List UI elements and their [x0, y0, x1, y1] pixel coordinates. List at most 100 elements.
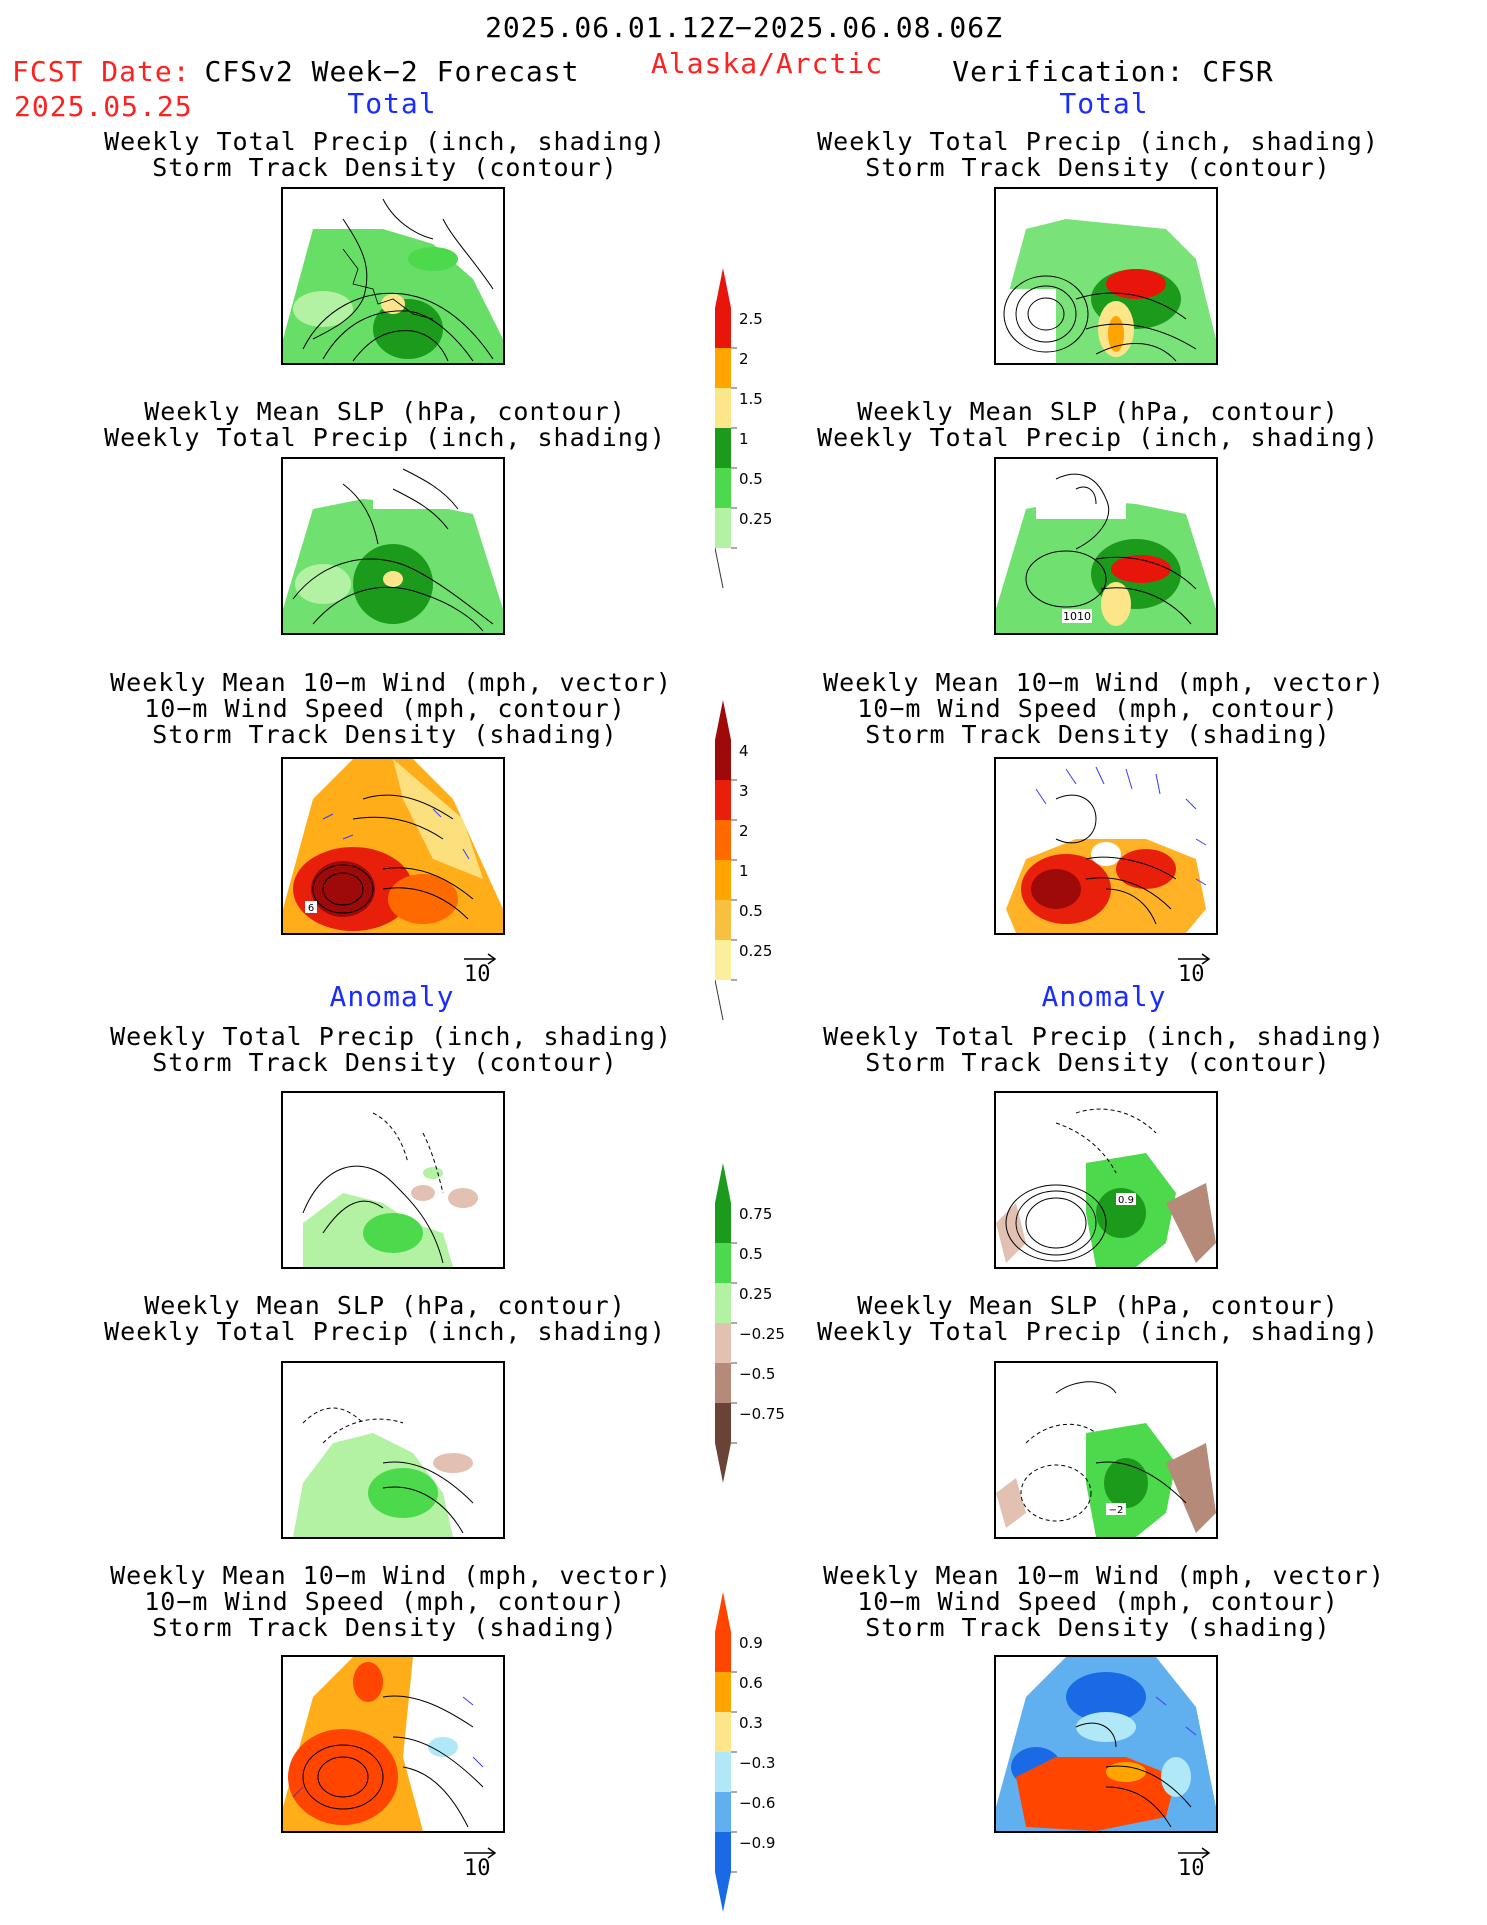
panel-title-line: 10−m Wind Speed (mph, contour) [144, 1587, 626, 1616]
colorbar-label: −0.25 [739, 1325, 785, 1343]
colorbar-label: −0.5 [739, 1365, 776, 1383]
colorbar-segment [715, 780, 731, 820]
map-total-slp-forecast [281, 457, 505, 635]
colorbar-label: −0.75 [739, 1405, 785, 1423]
contour-label: −2 [1109, 1505, 1124, 1516]
panel-title-line: Weekly Total Precip (inch, shading) [817, 1317, 1379, 1346]
panel-title-line: Weekly Total Precip (inch, shading) [110, 1022, 672, 1051]
panel-title-line: Storm Track Density (contour) [152, 153, 618, 182]
colorbar-label: 2 [739, 822, 749, 840]
panel-title-line: Storm Track Density (shading) [865, 720, 1331, 749]
colorbar-segment [715, 1203, 731, 1243]
vector-reference-value: 10 [464, 962, 491, 987]
vector-reference-value: 10 [1178, 1856, 1205, 1881]
panel-title-line: Weekly Total Precip (inch, shading) [817, 423, 1379, 452]
colorbar-bottom-triangle [715, 1872, 731, 1912]
map-anomaly-wind-forecast [281, 1655, 505, 1833]
colorbar-label: −0.3 [739, 1754, 776, 1772]
colorbar-segment [715, 820, 731, 860]
panel-title-line: Weekly Mean SLP (hPa, contour) [144, 1291, 626, 1320]
colorbar-segment [715, 468, 731, 508]
panel-title-line: Weekly Mean SLP (hPa, contour) [857, 397, 1339, 426]
colorbar-top-triangle [715, 1163, 731, 1203]
map-total-slp-verification: 1010 [994, 457, 1218, 635]
panel-title-line: Storm Track Density (contour) [865, 1048, 1331, 1077]
colorbar-segment [715, 428, 731, 468]
map-anomaly-slp-verification: −2 [994, 1361, 1218, 1539]
vector-reference-value: 10 [464, 1856, 491, 1881]
colorbar-label: 0.6 [739, 1674, 763, 1692]
colorbar-label: 3 [739, 782, 749, 800]
colorbar-segment [715, 1243, 731, 1283]
vector-reference-arrow: 10 [464, 1840, 498, 1881]
colorbar-segment [715, 388, 731, 428]
verification-title: Verification: CFSR [952, 55, 1274, 88]
colorbar-tail [715, 547, 724, 588]
colorbar-label: 0.3 [739, 1714, 763, 1732]
colorbar-segment [715, 1672, 731, 1712]
panel-title-line: Weekly Total Precip (inch, shading) [104, 127, 666, 156]
section-anomaly-right: Anomaly [1041, 980, 1167, 1013]
panel-title-line: Storm Track Density (shading) [152, 1613, 618, 1642]
colorbar-label: 2.5 [739, 310, 763, 328]
colorbar-label: 1.5 [739, 390, 763, 408]
panel-title-line: 10−m Wind Speed (mph, contour) [857, 694, 1339, 723]
fcst-date-value: 2025.05.25 [14, 90, 193, 123]
colorbar-label: 0.75 [739, 1205, 773, 1223]
colorbar-segment [715, 508, 731, 548]
colorbar-top-triangle [715, 700, 731, 740]
panel-title-line: Storm Track Density (shading) [865, 1613, 1331, 1642]
colorbar-segment [715, 940, 731, 980]
contour-label: 0.9 [1118, 1195, 1134, 1206]
colorbar-top-triangle [715, 268, 731, 308]
colorbar-segment [715, 1323, 731, 1363]
colorbar-segment [715, 1832, 731, 1872]
panel-title-line: Storm Track Density (contour) [865, 153, 1331, 182]
panel-title-line: Weekly Total Precip (inch, shading) [817, 127, 1379, 156]
panel-title-line: Weekly Total Precip (inch, shading) [823, 1022, 1385, 1051]
colorbar-tail [715, 979, 724, 1020]
vector-reference-value: 10 [1178, 962, 1205, 987]
panel-title-line: Weekly Mean 10−m Wind (mph, vector) [110, 1561, 672, 1590]
colorbar-segment [715, 1752, 731, 1792]
map-total-precip-forecast [281, 187, 505, 365]
colorbar-label: 0.25 [739, 942, 773, 960]
colorbar-segment [715, 1403, 731, 1443]
contour-label: 1010 [1063, 610, 1091, 623]
colorbar-label: −0.6 [739, 1794, 776, 1812]
colorbar-label: 4 [739, 742, 749, 760]
vector-reference-arrow: 10 [1178, 1840, 1212, 1881]
map-total-wind-verification [994, 757, 1218, 935]
vector-reference-arrow: 10 [1178, 946, 1212, 987]
colorbar-segment [715, 1363, 731, 1403]
region-title: Alaska/Arctic [650, 47, 884, 80]
date-range-title: 2025.06.01.12Z−2025.06.08.06Z [485, 11, 1003, 44]
colorbar-label: 2 [739, 350, 749, 368]
colorbar-segment [715, 1632, 731, 1672]
vector-reference-arrow: 10 [464, 946, 498, 987]
colorbar-label: −0.9 [739, 1834, 776, 1852]
map-anomaly-precip-forecast [281, 1091, 505, 1269]
map-anomaly-precip-verification: 0.9 [994, 1091, 1218, 1269]
colorbar-top-triangle [715, 1592, 731, 1632]
panel-title-line: Storm Track Density (contour) [152, 1048, 618, 1077]
panel-title-line: 10−m Wind Speed (mph, contour) [144, 694, 626, 723]
section-total-left: Total [347, 87, 437, 120]
colorbar-label: 0.5 [739, 902, 763, 920]
panel-title-line: Weekly Mean 10−m Wind (mph, vector) [823, 1561, 1385, 1590]
colorbar-label: 0.5 [739, 1245, 763, 1263]
forecast-title: CFSv2 Week−2 Forecast [204, 55, 580, 88]
fcst-date-label: FCST Date: [12, 55, 191, 88]
colorbar-label: 0.5 [739, 470, 763, 488]
map-total-precip-verification [994, 187, 1218, 365]
panel-title-line: Weekly Mean 10−m Wind (mph, vector) [823, 668, 1385, 697]
colorbar-label: 0.9 [739, 1634, 763, 1652]
colorbar-label: 1 [739, 862, 749, 880]
panel-title-line: Storm Track Density (shading) [152, 720, 618, 749]
section-total-right: Total [1059, 87, 1149, 120]
colorbar-bottom-triangle [715, 1443, 731, 1483]
colorbar-segment [715, 900, 731, 940]
contour-label: 6 [308, 903, 314, 914]
panel-title-line: 10−m Wind Speed (mph, contour) [857, 1587, 1339, 1616]
colorbar-segment [715, 740, 731, 780]
